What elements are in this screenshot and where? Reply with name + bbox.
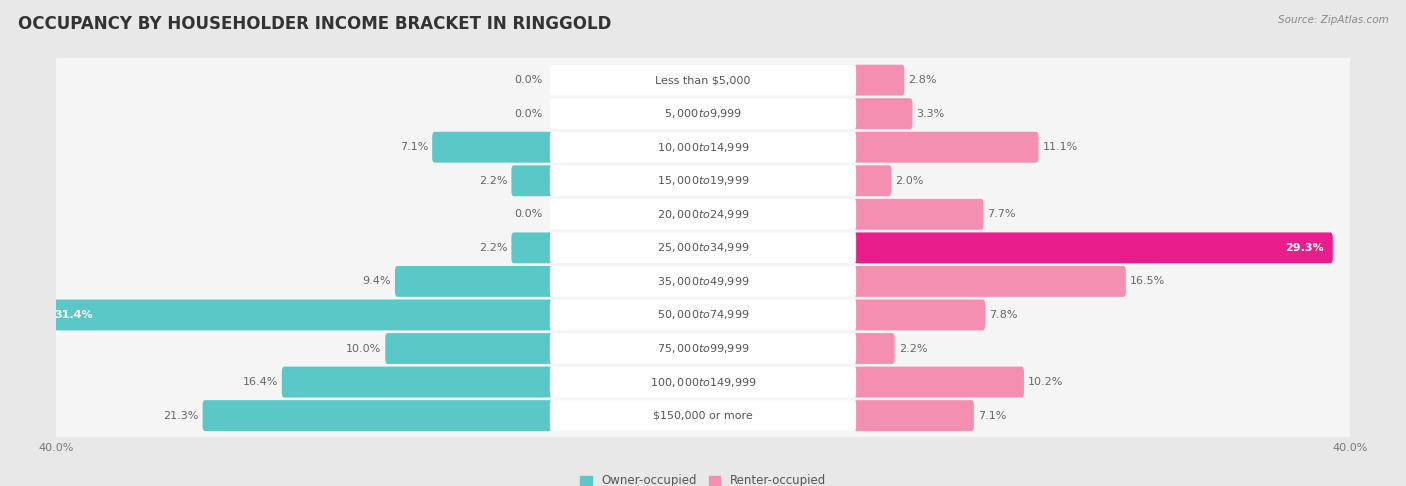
FancyBboxPatch shape	[550, 98, 856, 129]
FancyBboxPatch shape	[55, 158, 1351, 203]
FancyBboxPatch shape	[55, 58, 1351, 102]
Text: $150,000 or more: $150,000 or more	[654, 411, 752, 420]
FancyBboxPatch shape	[281, 366, 551, 398]
FancyBboxPatch shape	[550, 233, 856, 263]
FancyBboxPatch shape	[855, 232, 1333, 263]
FancyBboxPatch shape	[855, 299, 986, 330]
FancyBboxPatch shape	[550, 166, 856, 196]
FancyBboxPatch shape	[855, 98, 912, 129]
Text: Source: ZipAtlas.com: Source: ZipAtlas.com	[1278, 15, 1389, 25]
Text: $15,000 to $19,999: $15,000 to $19,999	[657, 174, 749, 187]
FancyBboxPatch shape	[55, 259, 1351, 304]
Text: 2.2%: 2.2%	[479, 176, 508, 186]
FancyBboxPatch shape	[55, 192, 1351, 237]
FancyBboxPatch shape	[55, 394, 1351, 438]
FancyBboxPatch shape	[855, 266, 1126, 297]
Text: $100,000 to $149,999: $100,000 to $149,999	[650, 376, 756, 388]
FancyBboxPatch shape	[550, 333, 856, 364]
FancyBboxPatch shape	[55, 226, 1351, 270]
FancyBboxPatch shape	[55, 125, 1351, 169]
FancyBboxPatch shape	[550, 266, 856, 296]
Text: 2.8%: 2.8%	[908, 75, 936, 85]
FancyBboxPatch shape	[550, 400, 856, 431]
Text: 2.2%: 2.2%	[479, 243, 508, 253]
Text: 0.0%: 0.0%	[515, 109, 543, 119]
FancyBboxPatch shape	[385, 333, 551, 364]
Text: 0.0%: 0.0%	[515, 209, 543, 219]
Text: 2.2%: 2.2%	[898, 344, 927, 353]
Text: 31.4%: 31.4%	[55, 310, 93, 320]
Text: 10.2%: 10.2%	[1028, 377, 1063, 387]
FancyBboxPatch shape	[55, 91, 1351, 136]
FancyBboxPatch shape	[39, 299, 551, 330]
Text: 11.1%: 11.1%	[1043, 142, 1078, 152]
Text: $75,000 to $99,999: $75,000 to $99,999	[657, 342, 749, 355]
Text: 16.4%: 16.4%	[242, 377, 278, 387]
FancyBboxPatch shape	[550, 199, 856, 229]
FancyBboxPatch shape	[202, 400, 551, 431]
FancyBboxPatch shape	[432, 132, 551, 163]
Text: 2.0%: 2.0%	[896, 176, 924, 186]
Text: $25,000 to $34,999: $25,000 to $34,999	[657, 242, 749, 254]
Text: $35,000 to $49,999: $35,000 to $49,999	[657, 275, 749, 288]
Text: 16.5%: 16.5%	[1130, 277, 1166, 286]
FancyBboxPatch shape	[395, 266, 551, 297]
FancyBboxPatch shape	[550, 367, 856, 398]
FancyBboxPatch shape	[55, 293, 1351, 337]
FancyBboxPatch shape	[512, 232, 551, 263]
FancyBboxPatch shape	[550, 132, 856, 162]
FancyBboxPatch shape	[855, 333, 894, 364]
Text: 21.3%: 21.3%	[163, 411, 198, 420]
Text: 10.0%: 10.0%	[346, 344, 381, 353]
FancyBboxPatch shape	[550, 300, 856, 330]
FancyBboxPatch shape	[550, 65, 856, 95]
Text: $20,000 to $24,999: $20,000 to $24,999	[657, 208, 749, 221]
FancyBboxPatch shape	[855, 132, 1039, 163]
Text: 7.1%: 7.1%	[979, 411, 1007, 420]
Text: $10,000 to $14,999: $10,000 to $14,999	[657, 141, 749, 154]
Text: 9.4%: 9.4%	[363, 277, 391, 286]
FancyBboxPatch shape	[855, 65, 904, 96]
FancyBboxPatch shape	[855, 199, 984, 230]
Text: 7.7%: 7.7%	[987, 209, 1017, 219]
FancyBboxPatch shape	[55, 327, 1351, 371]
Text: Less than $5,000: Less than $5,000	[655, 75, 751, 85]
Text: $50,000 to $74,999: $50,000 to $74,999	[657, 309, 749, 321]
Text: OCCUPANCY BY HOUSEHOLDER INCOME BRACKET IN RINGGOLD: OCCUPANCY BY HOUSEHOLDER INCOME BRACKET …	[18, 15, 612, 33]
Text: 7.8%: 7.8%	[990, 310, 1018, 320]
FancyBboxPatch shape	[55, 360, 1351, 404]
Text: $5,000 to $9,999: $5,000 to $9,999	[664, 107, 742, 120]
FancyBboxPatch shape	[855, 366, 1024, 398]
Legend: Owner-occupied, Renter-occupied: Owner-occupied, Renter-occupied	[575, 469, 831, 486]
Text: 0.0%: 0.0%	[515, 75, 543, 85]
Text: 29.3%: 29.3%	[1285, 243, 1324, 253]
FancyBboxPatch shape	[512, 165, 551, 196]
FancyBboxPatch shape	[855, 400, 974, 431]
Text: 7.1%: 7.1%	[399, 142, 429, 152]
FancyBboxPatch shape	[855, 165, 891, 196]
Text: 3.3%: 3.3%	[917, 109, 945, 119]
